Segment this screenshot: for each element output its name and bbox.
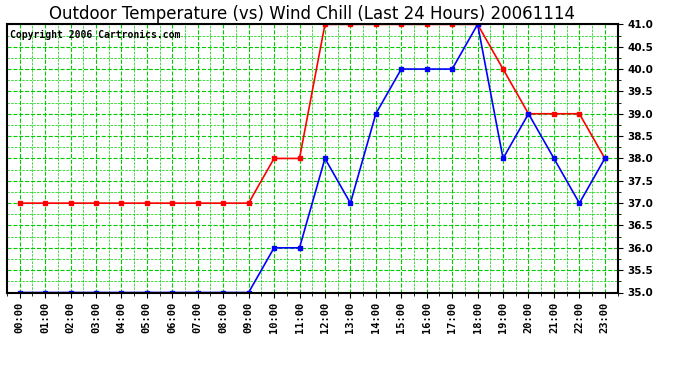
Title: Outdoor Temperature (vs) Wind Chill (Last 24 Hours) 20061114: Outdoor Temperature (vs) Wind Chill (Las… bbox=[49, 5, 575, 23]
Text: Copyright 2006 Cartronics.com: Copyright 2006 Cartronics.com bbox=[10, 30, 180, 40]
